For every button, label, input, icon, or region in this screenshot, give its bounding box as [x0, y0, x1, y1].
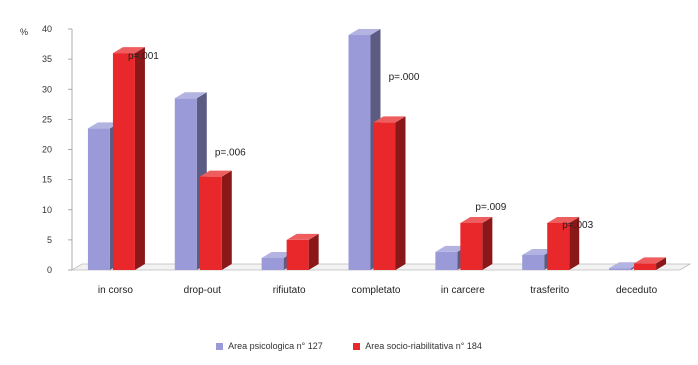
bar-front — [609, 268, 632, 270]
bar — [373, 116, 406, 270]
bar-front — [348, 35, 371, 271]
bar-front — [373, 122, 396, 270]
bar-top — [174, 92, 207, 99]
category-labels: in corso drop-out rifiutato completato in ca… — [98, 285, 658, 296]
bar-front — [286, 239, 309, 270]
bar-series — [87, 29, 667, 271]
bar — [460, 217, 493, 270]
bar-side — [134, 47, 145, 270]
p-value-label: p=.001 — [128, 51, 159, 62]
bar — [634, 257, 667, 270]
p-value-label: p=.006 — [215, 148, 246, 159]
bar-side — [308, 233, 319, 270]
legend-swatch-series-1 — [216, 342, 224, 350]
y-tick-label: 0 — [47, 265, 52, 275]
bar-front — [435, 251, 458, 270]
bar-front — [87, 128, 110, 270]
bar-side — [221, 170, 232, 270]
bar — [199, 170, 232, 270]
bar-top — [435, 245, 468, 252]
bar-top — [522, 248, 555, 255]
legend-item-series-2: Area socio-riabilitativa n° 184 — [353, 341, 482, 351]
category-label: in corso — [98, 285, 133, 296]
bar-front — [522, 254, 545, 270]
y-axis-unit-label: % — [20, 27, 28, 37]
y-tick-label: 25 — [42, 114, 52, 124]
bar-front — [634, 263, 657, 270]
bar-top — [112, 47, 145, 54]
bar-top — [373, 116, 406, 123]
y-tick-label: 5 — [47, 235, 52, 245]
y-tick-label: 40 — [42, 24, 52, 34]
category-label: rifiutato — [273, 285, 306, 296]
category-label: completato — [352, 285, 401, 296]
legend-item-series-1: Area psicologica n° 127 — [216, 341, 323, 351]
bar — [112, 47, 145, 270]
bar-top — [286, 233, 319, 240]
y-tick-label: 10 — [42, 205, 52, 215]
y-tick-label: 15 — [42, 175, 52, 185]
p-value-label: p=.009 — [475, 202, 506, 213]
bar-top — [634, 257, 667, 264]
bar-top — [547, 217, 580, 224]
category-label: in carcere — [441, 285, 485, 296]
bar-side — [569, 217, 580, 270]
p-value-annotations: p=.001 p=.006 p=.000 p=.009 p=.003 — [128, 51, 594, 231]
bar-top — [609, 262, 642, 269]
category-label: trasferito — [530, 285, 569, 296]
p-value-label: p=.000 — [389, 72, 420, 83]
bar-front — [199, 176, 222, 270]
bar — [286, 233, 319, 270]
bar-top — [261, 251, 294, 258]
bar-front — [547, 223, 570, 270]
legend-swatch-series-2 — [353, 342, 361, 350]
bar-front — [112, 53, 135, 270]
bar-chart: % 0 5 10 15 20 25 30 35 40 in corso drop-out rifiu… — [20, 24, 692, 296]
y-tick-label: 20 — [42, 145, 52, 155]
bar-front — [261, 257, 284, 270]
p-value-label: p=.003 — [562, 220, 593, 231]
legend-label-series-2: Area socio-riabilitativa n° 184 — [365, 340, 482, 351]
bar-top — [348, 29, 381, 36]
y-tick-label: 30 — [42, 84, 52, 94]
y-tick-label: 35 — [42, 54, 52, 64]
bar-top — [87, 122, 120, 129]
bar-side — [656, 257, 667, 270]
y-axis-ticks: 0 5 10 15 20 25 30 35 40 — [42, 24, 72, 275]
bar-top — [460, 217, 493, 224]
legend: Area psicologica n° 127 Area socio-riabi… — [0, 340, 698, 351]
bar-side — [395, 116, 406, 270]
bar-front — [460, 223, 483, 270]
bar-side — [482, 217, 493, 270]
bar — [547, 217, 580, 270]
category-label: drop-out — [184, 285, 221, 296]
bar-top — [199, 170, 232, 177]
bar-front — [174, 98, 197, 270]
category-label: deceduto — [616, 285, 658, 296]
legend-label-series-1: Area psicologica n° 127 — [228, 340, 323, 351]
